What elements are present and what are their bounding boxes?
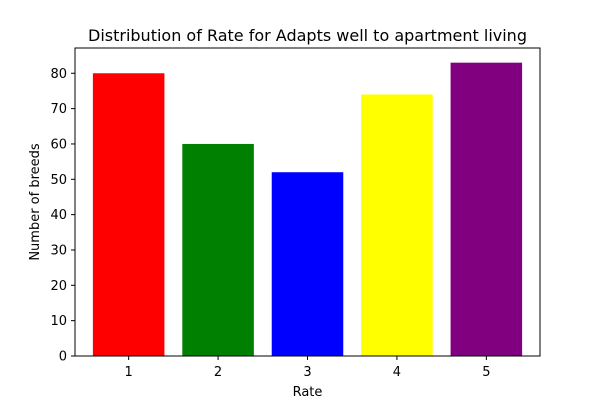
bar-rate-3 [271, 172, 344, 356]
x-tick-label: 4 [393, 365, 401, 380]
y-tick-label: 10 [50, 314, 67, 329]
y-tick-label: 0 [59, 350, 67, 365]
bar-rate-5 [450, 62, 523, 357]
bar-rate-4 [361, 94, 433, 357]
x-tick-label: 1 [125, 365, 133, 380]
x-tick-label: 5 [482, 365, 490, 380]
x-axis-label: Rate [293, 385, 323, 400]
y-tick-label: 50 [50, 173, 67, 188]
y-tick-label: 80 [50, 67, 67, 82]
bar-rate-1 [92, 73, 165, 356]
y-tick-label: 30 [50, 243, 67, 258]
plot-area-frame [74, 47, 541, 357]
y-axis-ticks: 0 10 20 30 40 50 60 70 80 [50, 67, 75, 365]
y-tick-label: 60 [50, 137, 67, 152]
y-axis-label: Number of breeds [28, 143, 43, 261]
y-tick-label: 70 [50, 102, 67, 117]
x-tick-label: 3 [303, 365, 311, 380]
bars-layer [92, 62, 523, 357]
x-axis-ticks: 1 2 3 4 5 [125, 356, 490, 380]
x-tick-label: 2 [214, 365, 222, 380]
y-tick-label: 40 [50, 208, 67, 223]
chart-title: Distribution of Rate for Adapts well to … [88, 26, 527, 45]
bar-rate-2 [182, 143, 254, 356]
y-tick-label: 20 [50, 279, 67, 294]
